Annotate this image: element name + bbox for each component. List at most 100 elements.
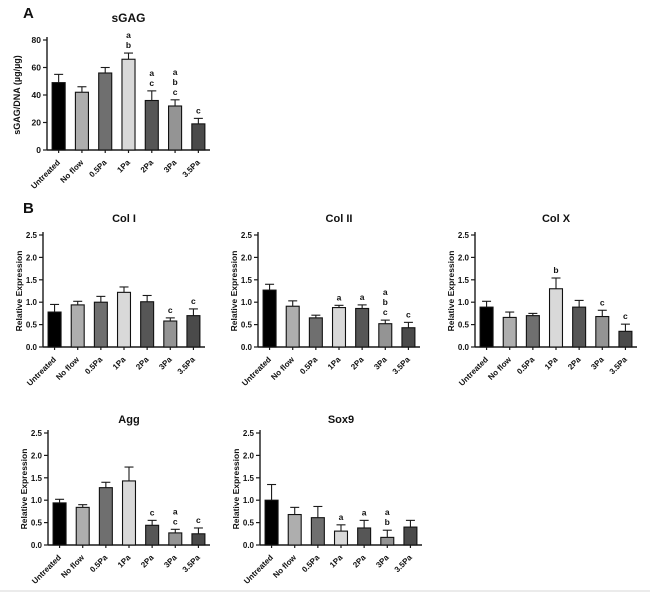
chart-title: Col I [112,213,136,225]
x-category-label: 1Pa [326,355,343,372]
bar [191,533,206,546]
significance-letter: c [150,507,155,517]
bar [116,291,132,348]
panel-a-label: A [23,5,34,22]
x-category-label: 0.5Pa [515,355,537,377]
y-tick-label: 0.0 [31,541,43,550]
significance-letter: c [149,78,154,88]
y-tick-label: 2.5 [243,429,255,438]
significance-letter: a [126,30,131,40]
y-axis-label: sGAG/DNA (µg/µg) [12,55,22,135]
bar [98,72,113,151]
significance-letter: a [149,68,154,78]
significance-letter: b [383,297,388,307]
x-category-label: 3.5Pa [608,355,630,377]
page-separator [0,590,650,592]
bar [140,301,155,348]
y-tick-label: 2.5 [241,231,253,240]
y-tick-label: 2.5 [26,231,38,240]
x-category-label: No flow [269,355,296,382]
y-tick-label: 80 [32,35,42,45]
y-tick-label: 2.0 [458,253,470,262]
x-category-label: Untreated [242,553,275,586]
y-tick-label: 0 [36,145,41,155]
x-category-label: 3Pa [589,355,606,372]
x-category-label: 1Pa [328,553,345,570]
bar [93,301,108,348]
bar [262,289,277,348]
y-axis-label: Relative Expression [446,251,456,332]
y-tick-label: 0.0 [26,343,38,352]
x-category-label: 0.5Pa [83,355,105,377]
bar [186,315,201,348]
bar [502,316,517,348]
y-tick-label: 1.5 [243,474,255,483]
bar [595,315,610,348]
y-tick-label: 0.5 [458,321,470,330]
chart-title: Sox9 [328,414,354,426]
significance-letter: a [173,67,178,77]
x-category-label: 1Pa [111,355,128,372]
y-tick-label: 2.0 [26,253,38,262]
x-category-label: 2Pa [139,553,156,570]
y-tick-label: 1.5 [458,276,470,285]
y-tick-label: 1.5 [26,276,38,285]
x-category-label: Untreated [240,355,273,388]
y-tick-label: 0.0 [241,343,253,352]
y-axis-label: Relative Expression [231,449,241,530]
bar [52,502,67,546]
bar [168,532,183,546]
chart-col-i: Col I 0.0 0.5 1.0 1.5 2.0 2.5 Relative Expressi… [10,203,218,388]
bar [285,305,300,348]
y-tick-label: 2.0 [241,253,253,262]
bar [98,487,113,546]
bar [163,320,178,348]
bar [357,527,372,546]
y-tick-label: 2.0 [31,451,43,460]
x-category-label: 3Pa [157,355,174,372]
significance-letter: c [196,515,201,525]
x-category-label: 1Pa [116,553,133,570]
x-category-label: No flow [54,355,81,382]
significance-letter: a [173,506,178,516]
bar [525,315,540,348]
x-category-label: No flow [486,355,513,382]
y-tick-label: 1.0 [26,298,38,307]
y-tick-label: 0.5 [243,519,255,528]
chart-title: Col X [542,213,571,225]
chart-title: Col II [326,213,353,225]
y-tick-label: 0.0 [243,541,255,550]
x-category-label: Untreated [25,355,58,388]
bar [70,304,85,348]
chart-svg: Col I 0.0 0.5 1.0 1.5 2.0 2.5 Relative Expressi… [14,213,205,388]
significance-letter: b [385,517,390,527]
bar [264,499,279,546]
chart-svg: Col X 0.0 0.5 1.0 1.5 2.0 2.5 Relative Expressi… [446,213,637,388]
bar [401,327,416,348]
x-category-label: Untreated [30,553,63,586]
y-tick-label: 0.5 [241,321,253,330]
significance-letter: a [339,512,344,522]
x-category-label: No flow [59,158,86,185]
bar [331,307,347,348]
bar [191,123,206,151]
x-category-label: 2Pa [139,158,156,175]
significance-letter: c [173,516,178,526]
significance-letter: a [385,507,390,517]
y-tick-label: 0.0 [458,343,470,352]
y-tick-label: 2.0 [243,451,255,460]
bar [308,317,323,348]
y-tick-label: 0.5 [26,321,38,330]
chart-svg: sGAG 0 20 40 60 80 sGAG/DNA (µg/µg) UntreatedNo… [12,11,210,191]
x-category-label: 3Pa [372,355,389,372]
bar [75,506,90,546]
x-category-label: Untreated [457,355,490,388]
y-tick-label: 0.5 [31,519,43,528]
bar [310,517,325,546]
x-category-label: 3Pa [374,553,391,570]
bar [287,513,302,546]
y-tick-label: 1.0 [31,496,43,505]
bar [618,330,633,348]
bar [355,307,370,348]
y-axis-label: Relative Expression [14,251,24,332]
